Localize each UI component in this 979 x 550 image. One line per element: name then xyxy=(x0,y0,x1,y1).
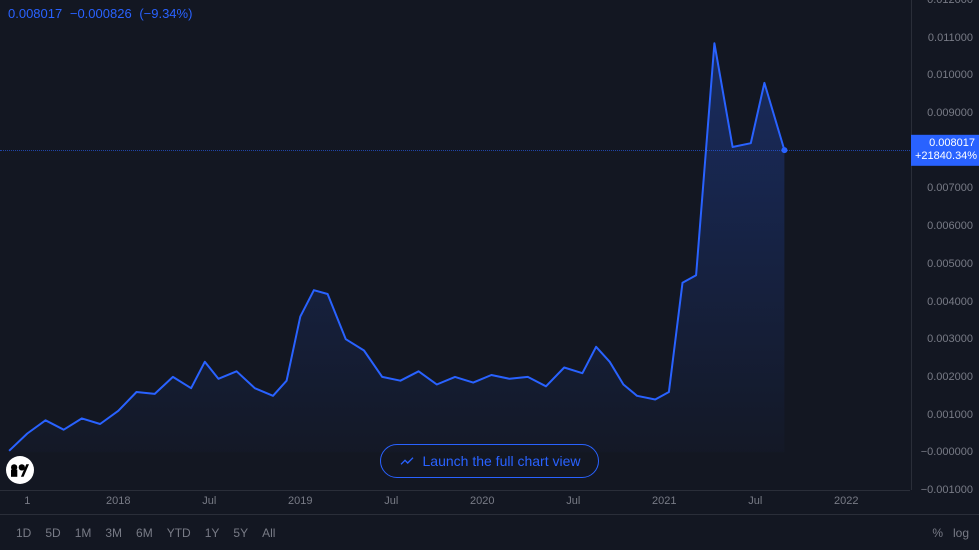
y-axis: 0.0120000.0110000.0100000.0090000.008000… xyxy=(911,0,979,490)
y-tick-label: 0.009000 xyxy=(927,107,973,119)
current-price-line xyxy=(0,150,910,151)
range-1m-button[interactable]: 1M xyxy=(69,522,98,544)
range-1d-button[interactable]: 1D xyxy=(10,522,37,544)
x-tick-label: 2018 xyxy=(106,495,130,507)
x-tick-label: 2021 xyxy=(652,495,676,507)
y-tick-label: 0.012000 xyxy=(927,0,973,6)
current-price: 0.008017 xyxy=(8,6,62,21)
x-tick-label: 1 xyxy=(24,495,30,507)
current-price-badge: 0.008017 +21840.34% xyxy=(911,135,979,165)
launch-full-chart-button[interactable]: Launch the full chart view xyxy=(380,444,600,478)
badge-pct: +21840.34% xyxy=(915,150,975,163)
range-buttons: 1D5D1M3M6MYTD1Y5YAll xyxy=(10,522,281,544)
y-tick-label: 0.003000 xyxy=(927,333,973,345)
line-chart-icon xyxy=(399,453,415,469)
y-tick-label: 0.010000 xyxy=(927,69,973,81)
y-tick-label: 0.007000 xyxy=(927,182,973,194)
x-tick-label: 2020 xyxy=(470,495,494,507)
bottom-toolbar: 1D5D1M3M6MYTD1Y5YAll % log xyxy=(0,514,979,550)
percent-scale-button[interactable]: % xyxy=(932,526,943,540)
y-tick-label: 0.011000 xyxy=(928,32,973,44)
chart-container: 0.008017 −0.000826 (−9.34%) 0.012000 0.01… xyxy=(0,0,979,550)
chart-area[interactable] xyxy=(0,0,910,490)
x-tick-label: 2019 xyxy=(288,495,312,507)
x-tick-label: Jul xyxy=(384,495,398,507)
range-5d-button[interactable]: 5D xyxy=(39,522,66,544)
y-tick-label: 0.001000 xyxy=(927,409,973,421)
range-3m-button[interactable]: 3M xyxy=(99,522,128,544)
y-tick-label: 0.002000 xyxy=(927,371,973,383)
x-tick-label: Jul xyxy=(748,495,762,507)
range-ytd-button[interactable]: YTD xyxy=(161,522,197,544)
range-5y-button[interactable]: 5Y xyxy=(227,522,254,544)
y-tick-label: 0.006000 xyxy=(927,220,973,232)
log-scale-button[interactable]: log xyxy=(953,526,969,540)
launch-button-label: Launch the full chart view xyxy=(423,453,581,469)
x-axis: 1 2018 Jul 2019 Jul 2020 Jul 2021 Jul 2022 xyxy=(0,490,910,514)
x-tick-label: Jul xyxy=(566,495,580,507)
range-all-button[interactable]: All xyxy=(256,522,281,544)
tv-icon xyxy=(11,464,29,477)
badge-price: 0.008017 xyxy=(915,137,975,150)
x-tick-label: 2022 xyxy=(834,495,858,507)
range-6m-button[interactable]: 6M xyxy=(130,522,159,544)
y-tick-label: 0.005000 xyxy=(927,258,973,270)
y-tick-label: −0.001000 xyxy=(921,484,973,496)
x-tick-label: Jul xyxy=(202,495,216,507)
price-change-pct: (−9.34%) xyxy=(139,6,192,21)
tradingview-logo[interactable] xyxy=(6,456,34,484)
range-1y-button[interactable]: 1Y xyxy=(199,522,226,544)
y-tick-label: 0.004000 xyxy=(927,296,973,308)
price-header: 0.008017 −0.000826 (−9.34%) xyxy=(8,6,196,21)
scale-controls: % log xyxy=(932,526,969,540)
y-tick-label: −0.000000 xyxy=(921,446,973,458)
price-change: −0.000826 xyxy=(70,6,132,21)
price-chart xyxy=(0,0,910,490)
